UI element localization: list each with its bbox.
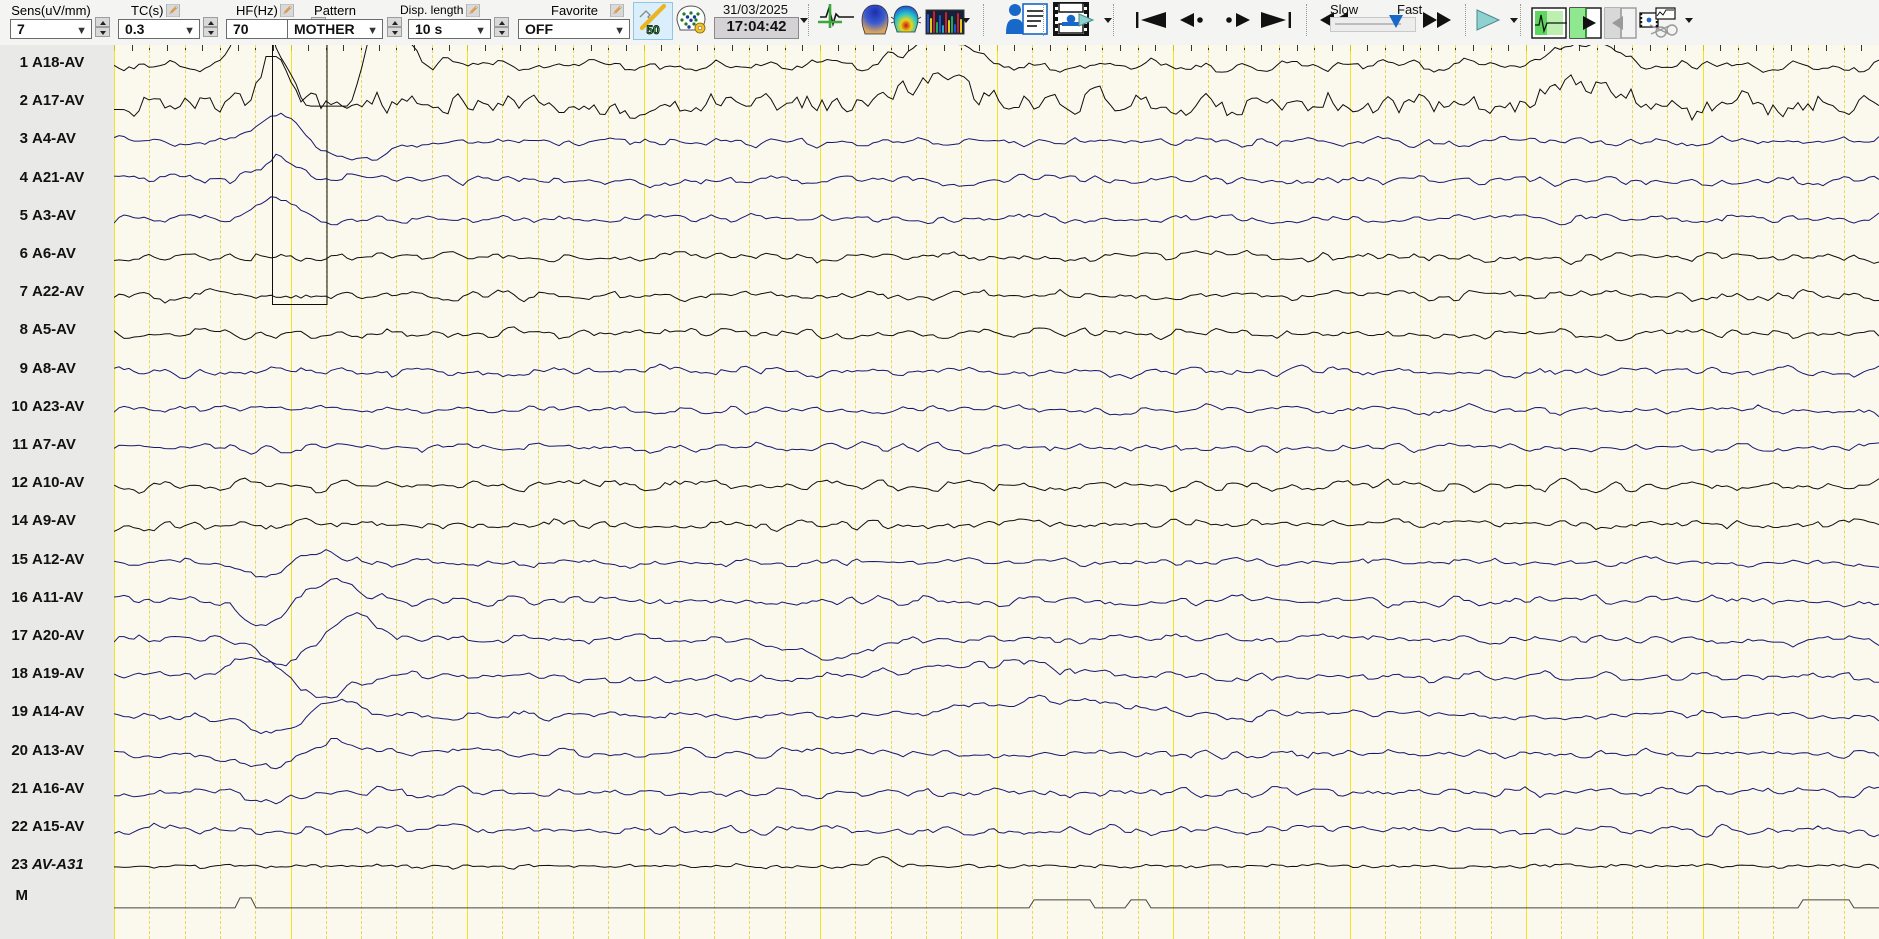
svg-text:50: 50	[646, 23, 660, 37]
